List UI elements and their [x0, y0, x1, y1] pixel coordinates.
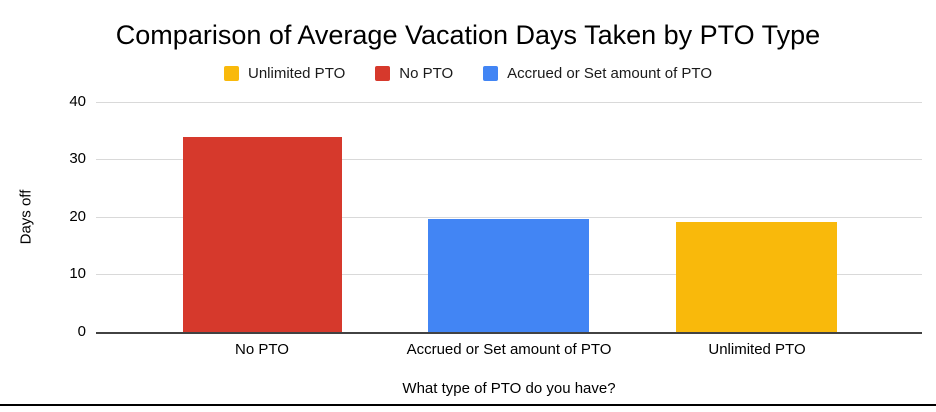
legend-label: Accrued or Set amount of PTO: [507, 64, 712, 82]
x-category-unlimited-pto: Unlimited PTO: [708, 341, 806, 358]
y-tick-0: 0: [77, 323, 86, 340]
plot-area: [96, 102, 922, 334]
y-tick-30: 30: [69, 150, 86, 167]
y-tick-40: 40: [69, 93, 86, 110]
gridline-20: [96, 217, 922, 218]
y-tick-10: 10: [69, 265, 86, 282]
bar-unlimited-pto[interactable]: [676, 222, 837, 332]
legend-swatch-blue: [483, 65, 499, 81]
chart-title: Comparison of Average Vacation Days Take…: [115, 20, 821, 50]
legend-swatch-yellow: [224, 65, 239, 81]
gridline-30: [96, 159, 922, 160]
x-axis-title: What type of PTO do you have?: [402, 380, 616, 397]
x-category-accrued-pto: Accrued or Set amount of PTO: [406, 341, 612, 358]
legend-item-accrued-pto[interactable]: Accrued or Set amount of PTO: [483, 65, 712, 82]
gridline-40: [96, 102, 922, 103]
legend-item-unlimited-pto[interactable]: Unlimited PTO: [224, 65, 345, 82]
bar-accrued-pto[interactable]: [428, 219, 589, 332]
y-axis-title: Days off: [17, 189, 35, 245]
x-category-no-pto: No PTO: [235, 341, 289, 358]
legend-label: No PTO: [399, 64, 454, 82]
bar-no-pto[interactable]: [183, 136, 342, 332]
legend-label: Unlimited PTO: [248, 64, 346, 82]
legend: Unlimited PTO No PTO Accrued or Set amou…: [0, 62, 936, 84]
legend-item-no-pto[interactable]: No PTO: [375, 65, 453, 82]
legend-swatch-red: [375, 65, 391, 81]
bottom-divider-line: [0, 404, 936, 406]
y-tick-20: 20: [69, 208, 86, 225]
